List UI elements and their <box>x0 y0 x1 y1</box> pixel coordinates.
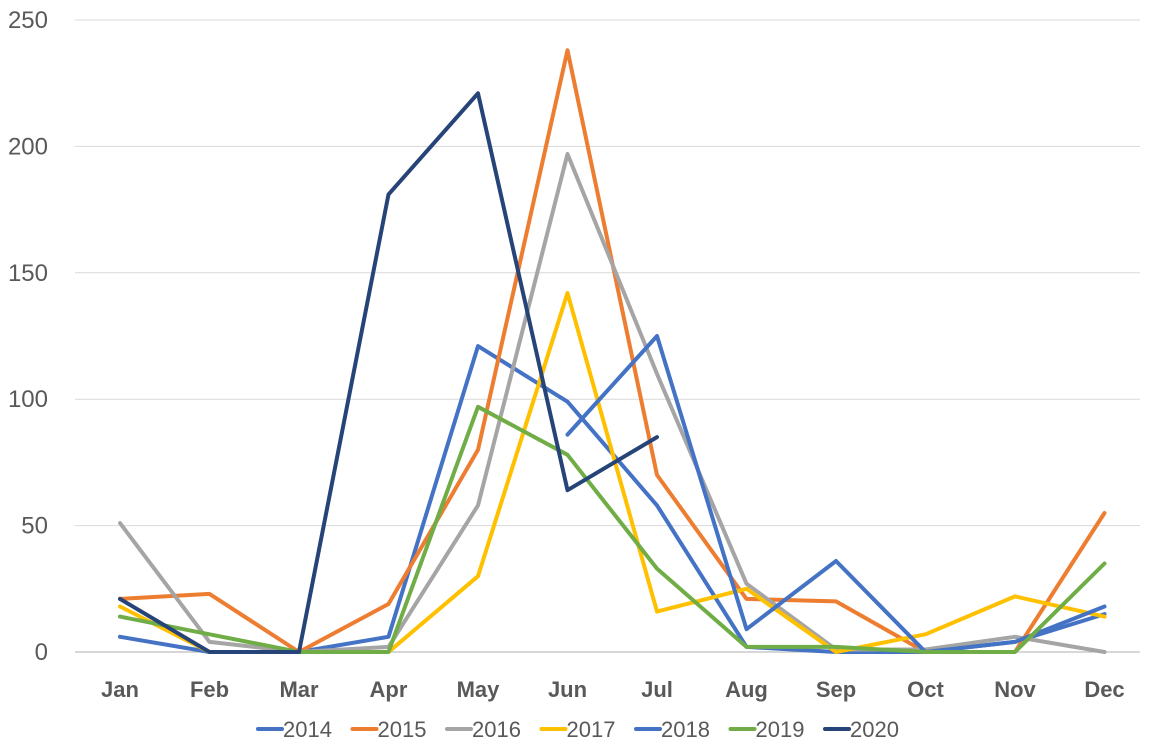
series-line-2014 <box>118 344 1107 654</box>
legend-label-2015: 2015 <box>378 717 427 742</box>
series-line-2016 <box>118 152 1107 654</box>
y-tick-label: 250 <box>8 7 48 34</box>
x-tick-label: Jul <box>641 677 673 702</box>
series-lines <box>118 48 1107 654</box>
x-tick-label: Aug <box>725 677 768 702</box>
x-tick-label: Oct <box>907 677 944 702</box>
gridlines <box>75 19 1140 653</box>
x-tick-label: Jun <box>548 677 587 702</box>
x-tick-label: Mar <box>279 677 319 702</box>
legend-label-2019: 2019 <box>756 717 805 742</box>
legend: 2014 2015 2016 2017 2018 2019 2020 <box>256 717 899 742</box>
x-tick-label: Apr <box>370 677 408 702</box>
x-tick-label: Nov <box>994 677 1036 702</box>
x-tick-label: Dec <box>1084 677 1124 702</box>
legend-label-2016: 2016 <box>472 717 521 742</box>
series-line-2018 <box>565 334 1107 654</box>
y-tick-label: 100 <box>8 386 48 413</box>
series-line-2017 <box>118 291 1107 654</box>
y-tick-label: 50 <box>21 513 48 540</box>
x-tick-label: Sep <box>816 677 856 702</box>
legend-label-2014: 2014 <box>283 717 332 742</box>
x-tick-label: Jan <box>101 677 139 702</box>
y-axis-tick-labels: 0 50 100 150 200 250 <box>8 7 48 666</box>
y-tick-label: 150 <box>8 260 48 287</box>
y-tick-label: 200 <box>8 133 48 160</box>
y-tick-label: 0 <box>35 639 48 666</box>
x-axis-tick-labels: Jan Feb Mar Apr May Jun Jul Aug Sep Oct Nov Dec <box>101 677 1125 702</box>
series-line-2015 <box>118 48 1107 654</box>
x-tick-label: Feb <box>190 677 229 702</box>
series-line-2020 <box>118 91 659 654</box>
x-tick-label: May <box>457 677 501 702</box>
legend-label-2017: 2017 <box>567 717 616 742</box>
legend-label-2018: 2018 <box>661 717 710 742</box>
series-line-2019 <box>118 404 1107 654</box>
legend-label-2020: 2020 <box>850 717 899 742</box>
